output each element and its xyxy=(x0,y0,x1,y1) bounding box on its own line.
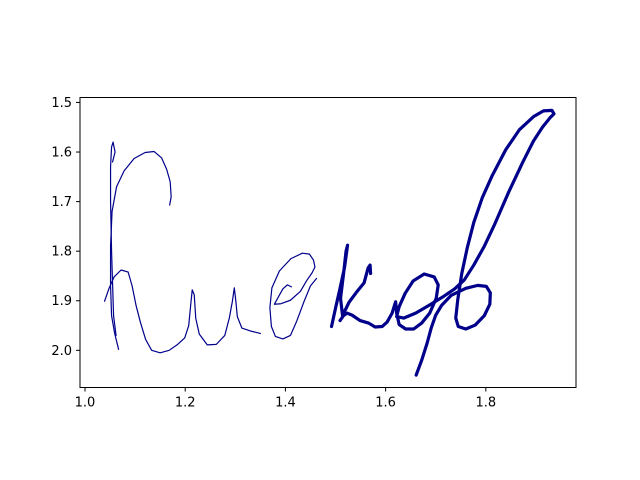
stroke-series-4 xyxy=(269,252,318,340)
x-tick-label: 1.8 xyxy=(475,396,496,411)
x-axis: 1.0 1.2 1.4 1.6 1.8 xyxy=(75,387,496,411)
stroke-series-1 xyxy=(103,269,261,354)
y-axis: 1.5 1.6 1.7 1.8 1.9 2.0 xyxy=(51,96,80,359)
x-tick-label: 1.4 xyxy=(275,396,296,411)
y-tick-label: 1.7 xyxy=(51,195,72,210)
x-tick-label: 1.0 xyxy=(75,396,96,411)
y-tick-label: 1.6 xyxy=(51,146,72,161)
plot-area: 1.0 1.2 1.4 1.6 1.8 1.5 1.6 1.7 1.8 1.9 2.0 xyxy=(51,96,577,411)
y-tick-label: 1.8 xyxy=(51,245,72,260)
stroke-series-3 xyxy=(109,141,117,337)
stroke-series-6 xyxy=(338,108,556,377)
x-tick-label: 1.6 xyxy=(375,396,396,411)
x-tick-label: 1.2 xyxy=(175,396,196,411)
y-tick-label: 1.5 xyxy=(51,96,72,111)
series-layer xyxy=(103,108,556,377)
y-tick-label: 1.9 xyxy=(51,294,72,309)
stroke-series-2 xyxy=(109,150,172,350)
y-tick-label: 2.0 xyxy=(51,344,72,359)
stroke-series-5 xyxy=(329,243,373,329)
axes-frame xyxy=(79,97,577,388)
